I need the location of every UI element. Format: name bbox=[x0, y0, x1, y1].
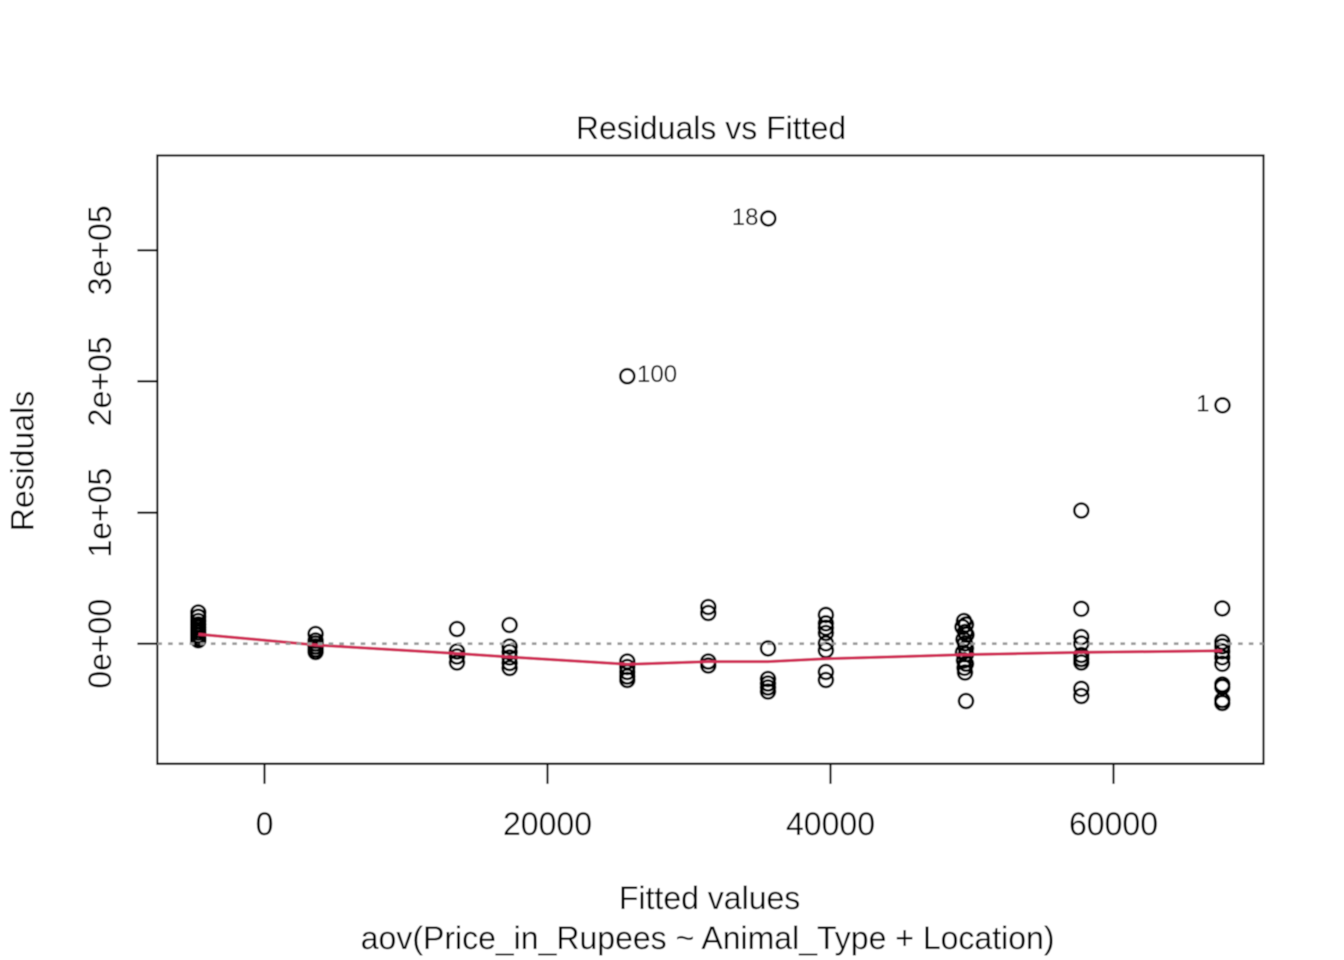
svg-text:3e+05: 3e+05 bbox=[82, 205, 118, 295]
svg-text:1: 1 bbox=[1196, 391, 1209, 418]
svg-text:20000: 20000 bbox=[503, 806, 592, 842]
svg-text:0e+00: 0e+00 bbox=[82, 599, 118, 689]
svg-text:2e+05: 2e+05 bbox=[82, 336, 118, 426]
svg-text:Residuals vs Fitted: Residuals vs Fitted bbox=[576, 110, 846, 146]
svg-text:0: 0 bbox=[256, 806, 274, 842]
svg-text:1e+05: 1e+05 bbox=[82, 468, 118, 558]
svg-text:18: 18 bbox=[732, 204, 759, 231]
svg-text:Fitted values: Fitted values bbox=[619, 880, 800, 916]
svg-text:aov(Price_in_Rupees ~ Animal_T: aov(Price_in_Rupees ~ Animal_Type + Loca… bbox=[361, 920, 1055, 956]
svg-text:Residuals: Residuals bbox=[5, 391, 41, 532]
svg-text:40000: 40000 bbox=[786, 806, 875, 842]
svg-text:100: 100 bbox=[637, 361, 677, 388]
svg-text:60000: 60000 bbox=[1069, 806, 1158, 842]
